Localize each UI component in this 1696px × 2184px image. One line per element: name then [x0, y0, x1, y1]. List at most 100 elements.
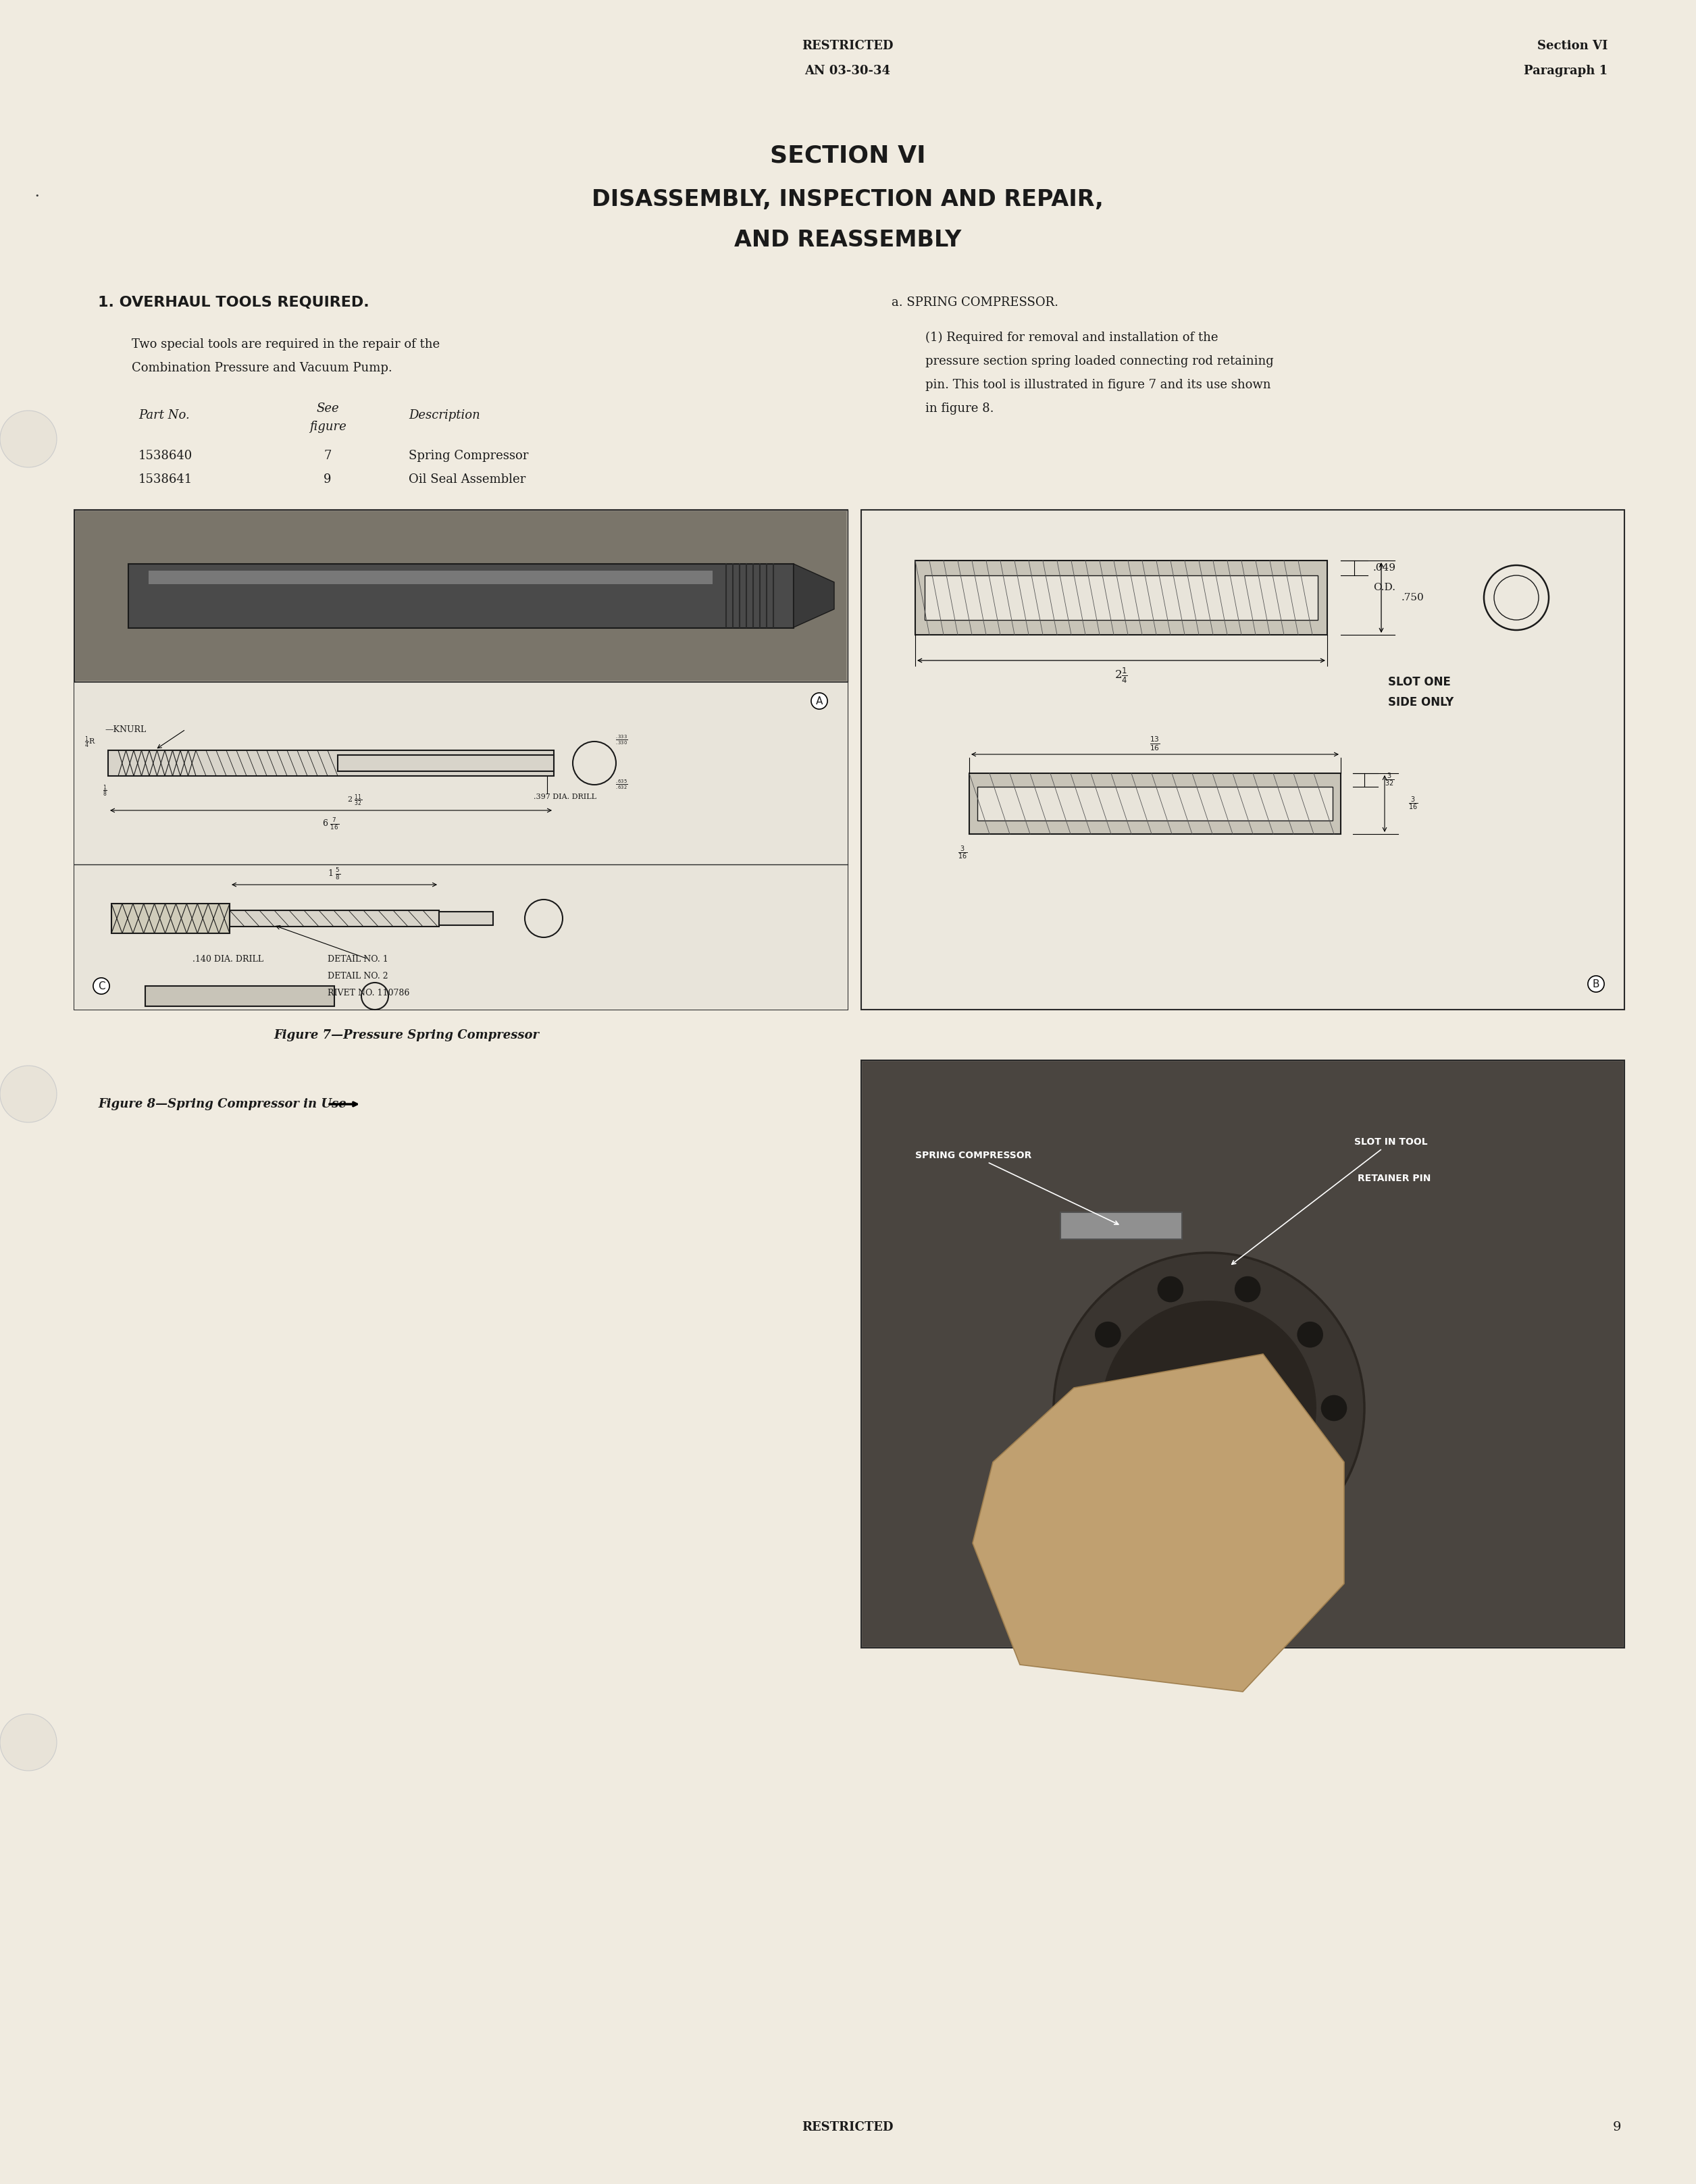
- Bar: [439, 911, 494, 926]
- Polygon shape: [794, 563, 834, 627]
- Text: figure: figure: [309, 422, 346, 432]
- Text: Combination Pressure and Vacuum Pump.: Combination Pressure and Vacuum Pump.: [132, 363, 392, 373]
- Text: .049: .049: [1374, 563, 1396, 572]
- Text: AN 03-30-34: AN 03-30-34: [806, 66, 890, 76]
- Circle shape: [1235, 1275, 1262, 1302]
- Circle shape: [1321, 1396, 1348, 1422]
- Bar: [862, 509, 1625, 1009]
- Text: •: •: [36, 192, 39, 199]
- Bar: [146, 985, 334, 1007]
- Text: $\frac{.635}{.632}$: $\frac{.635}{.632}$: [616, 778, 628, 791]
- Bar: [924, 574, 1318, 620]
- Bar: [109, 751, 555, 775]
- Text: DETAIL NO. 1: DETAIL NO. 1: [327, 954, 388, 963]
- Text: $\frac{13}{16}$: $\frac{13}{16}$: [1150, 734, 1160, 751]
- Polygon shape: [972, 1354, 1345, 1693]
- Text: RESTRICTED: RESTRICTED: [802, 2121, 894, 2134]
- Text: See: See: [315, 402, 339, 415]
- Text: 9: 9: [324, 474, 331, 485]
- Circle shape: [1157, 1275, 1184, 1302]
- Text: 1. OVERHAUL TOOLS REQUIRED.: 1. OVERHAUL TOOLS REQUIRED.: [98, 295, 370, 310]
- Circle shape: [0, 1714, 56, 1771]
- Bar: [75, 865, 848, 1009]
- Text: SPRING COMPRESSOR: SPRING COMPRESSOR: [916, 1151, 1118, 1225]
- Bar: [75, 681, 848, 865]
- Text: DISASSEMBLY, INSPECTION AND REPAIR,: DISASSEMBLY, INSPECTION AND REPAIR,: [592, 188, 1104, 210]
- Text: 9: 9: [1613, 2121, 1621, 2134]
- Text: Figure 8—Spring Compressor in Use: Figure 8—Spring Compressor in Use: [98, 1099, 346, 1109]
- Text: $\frac{3}{16}$: $\frac{3}{16}$: [1408, 795, 1418, 812]
- Bar: [112, 904, 229, 933]
- Text: O.D.: O.D.: [1374, 583, 1396, 592]
- Text: SIDE ONLY: SIDE ONLY: [1387, 697, 1453, 708]
- Text: $\frac{1}{4}$R: $\frac{1}{4}$R: [85, 736, 97, 749]
- Text: .750: .750: [1401, 592, 1425, 603]
- Circle shape: [0, 1066, 56, 1123]
- Circle shape: [1101, 1299, 1318, 1516]
- Circle shape: [0, 411, 56, 467]
- Text: $\frac{1}{8}$: $\frac{1}{8}$: [102, 784, 107, 797]
- Text: pin. This tool is illustrated in figure 7 and its use shown: pin. This tool is illustrated in figure …: [926, 378, 1270, 391]
- Text: B: B: [1593, 978, 1599, 989]
- Text: Section VI: Section VI: [1537, 39, 1608, 52]
- Text: $\frac{3}{32}$: $\frac{3}{32}$: [1384, 771, 1394, 788]
- Bar: [149, 570, 712, 583]
- Text: RESTRICTED: RESTRICTED: [802, 39, 894, 52]
- Bar: [75, 509, 848, 681]
- Text: SLOT ONE: SLOT ONE: [1387, 677, 1450, 688]
- Text: Paragraph 1: Paragraph 1: [1523, 66, 1608, 76]
- Text: 1538640: 1538640: [139, 450, 193, 463]
- Bar: [76, 511, 846, 681]
- Circle shape: [1053, 1254, 1364, 1564]
- Circle shape: [1094, 1321, 1121, 1348]
- Text: SLOT IN TOOL: SLOT IN TOOL: [1231, 1138, 1428, 1265]
- Text: SECTION VI: SECTION VI: [770, 144, 926, 166]
- Circle shape: [1297, 1321, 1323, 1348]
- Text: AND REASSEMBLY: AND REASSEMBLY: [734, 229, 962, 251]
- Text: Figure 7—Pressure Spring Compressor: Figure 7—Pressure Spring Compressor: [273, 1029, 539, 1042]
- Text: a. SPRING COMPRESSOR.: a. SPRING COMPRESSOR.: [892, 297, 1058, 308]
- Text: .140 DIA. DRILL: .140 DIA. DRILL: [193, 954, 263, 963]
- Text: 2$\frac{1}{4}$: 2$\frac{1}{4}$: [1114, 666, 1128, 684]
- Circle shape: [1063, 1485, 1138, 1559]
- Bar: [968, 773, 1342, 834]
- Text: Two special tools are required in the repair of the: Two special tools are required in the re…: [132, 339, 439, 349]
- Text: RETAINER PIN: RETAINER PIN: [1357, 1173, 1431, 1184]
- Bar: [977, 786, 1333, 821]
- Bar: [863, 1061, 1623, 1647]
- Circle shape: [1172, 1372, 1247, 1446]
- Text: pressure section spring loaded connecting rod retaining: pressure section spring loaded connectin…: [926, 356, 1274, 367]
- Text: .397 DIA. DRILL: .397 DIA. DRILL: [534, 793, 597, 799]
- Text: (1) Required for removal and installation of the: (1) Required for removal and installatio…: [926, 332, 1218, 343]
- Text: A: A: [816, 697, 823, 705]
- Text: 1 $\frac{5}{8}$: 1 $\frac{5}{8}$: [327, 867, 341, 882]
- Text: Description: Description: [409, 408, 480, 422]
- Circle shape: [1080, 1503, 1121, 1544]
- Text: $\frac{3}{16}$: $\frac{3}{16}$: [958, 845, 967, 860]
- Bar: [129, 563, 794, 629]
- Text: Part No.: Part No.: [139, 408, 190, 422]
- Circle shape: [1094, 1468, 1121, 1496]
- Text: Spring Compressor: Spring Compressor: [409, 450, 529, 463]
- Text: RIVET NO. 110786: RIVET NO. 110786: [327, 989, 409, 998]
- Bar: [75, 509, 848, 1009]
- Bar: [916, 561, 1328, 636]
- Circle shape: [1157, 1514, 1184, 1540]
- Text: —KNURL: —KNURL: [105, 725, 146, 734]
- Circle shape: [1297, 1468, 1323, 1496]
- Text: C: C: [98, 981, 105, 992]
- Text: 1538641: 1538641: [139, 474, 193, 485]
- Text: $\frac{.333}{.330}$: $\frac{.333}{.330}$: [616, 734, 628, 747]
- Text: 6 $\frac{7}{16}$: 6 $\frac{7}{16}$: [322, 817, 339, 832]
- Bar: [1060, 1212, 1182, 1238]
- Bar: [862, 1059, 1625, 1647]
- Text: 2 $\frac{11}{32}$: 2 $\frac{11}{32}$: [348, 793, 363, 808]
- Circle shape: [1070, 1396, 1097, 1422]
- Bar: [338, 756, 555, 771]
- Text: in figure 8.: in figure 8.: [926, 402, 994, 415]
- Text: DETAIL NO. 2: DETAIL NO. 2: [327, 972, 388, 981]
- Circle shape: [1235, 1514, 1262, 1540]
- Text: Oil Seal Assembler: Oil Seal Assembler: [409, 474, 526, 485]
- Text: 7: 7: [324, 450, 331, 463]
- Bar: [229, 911, 439, 926]
